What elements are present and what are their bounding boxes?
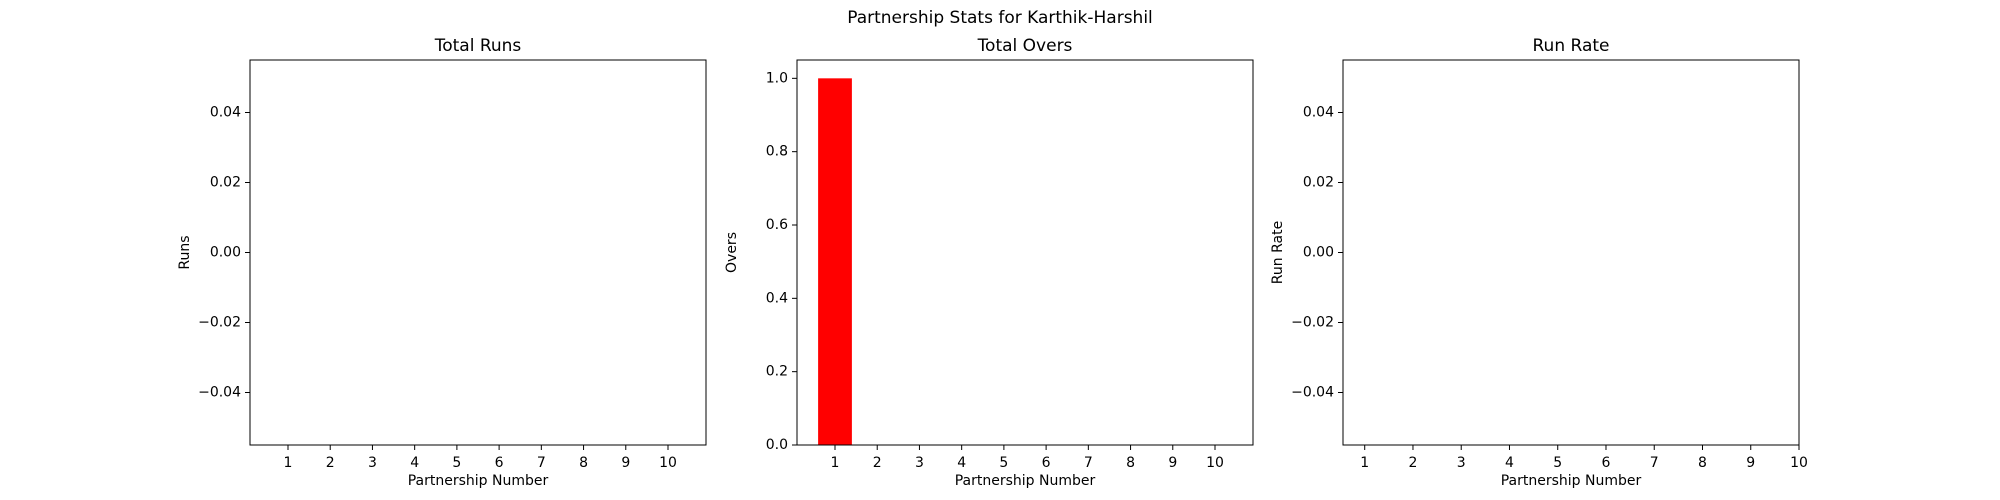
x-axis-label: Partnership Number — [955, 473, 1096, 489]
y-tick-label: 1.0 — [766, 70, 788, 86]
axes-frame — [1342, 59, 1800, 446]
x-tick-label: 10 — [1206, 455, 1224, 471]
x-tick-label: 7 — [1084, 455, 1093, 471]
axes-frame — [249, 59, 707, 446]
bar — [818, 78, 852, 445]
x-tick-label: 5 — [999, 455, 1008, 471]
x-tick-label: 1 — [831, 455, 840, 471]
x-tick-label: 7 — [537, 455, 546, 471]
x-tick-label: 6 — [1602, 455, 1611, 471]
y-tick-label: 0.02 — [1303, 175, 1334, 191]
x-tick-label: 9 — [1746, 455, 1755, 471]
x-tick-label: 4 — [957, 455, 966, 471]
y-axis-label: Run Rate — [1270, 221, 1286, 284]
y-tick-label: 0.6 — [766, 217, 788, 233]
x-tick-label: 7 — [1650, 455, 1659, 471]
x-tick-label: 2 — [873, 455, 882, 471]
x-tick-label: 4 — [1505, 455, 1514, 471]
y-axis-label: Runs — [177, 235, 193, 269]
x-tick-label: 8 — [579, 455, 588, 471]
y-tick-label: 0.4 — [766, 290, 788, 306]
x-tick-label: 4 — [410, 455, 419, 471]
x-tick-label: 10 — [659, 455, 677, 471]
y-tick-label: 0.04 — [210, 105, 241, 121]
y-tick-label: −0.02 — [198, 315, 241, 331]
y-tick-label: −0.04 — [198, 385, 241, 401]
x-tick-label: 6 — [495, 455, 504, 471]
x-tick-label: 8 — [1698, 455, 1707, 471]
y-axis-label: Overs — [724, 232, 740, 273]
x-tick-label: 9 — [1168, 455, 1177, 471]
x-tick-label: 3 — [1457, 455, 1466, 471]
axes-frame — [796, 59, 1254, 446]
x-tick-label: 5 — [1553, 455, 1562, 471]
x-tick-label: 1 — [1360, 455, 1369, 471]
y-tick-label: 0.00 — [1303, 245, 1334, 261]
y-tick-label: 0.2 — [766, 364, 788, 380]
x-tick-label: 9 — [621, 455, 630, 471]
x-tick-label: 2 — [1409, 455, 1418, 471]
y-tick-label: 0.0 — [766, 437, 788, 453]
y-tick-label: −0.04 — [1291, 385, 1334, 401]
x-tick-label: 5 — [452, 455, 461, 471]
axes-title: Total Runs — [434, 36, 522, 56]
y-tick-label: −0.02 — [1291, 315, 1334, 331]
y-tick-label: 0.02 — [210, 175, 241, 191]
figure-title: Partnership Stats for Karthik-Harshil — [847, 8, 1153, 28]
x-tick-label: 8 — [1126, 455, 1135, 471]
x-axis-label: Partnership Number — [1501, 473, 1642, 489]
x-tick-label: 6 — [1042, 455, 1051, 471]
y-tick-label: 0.8 — [766, 144, 788, 160]
x-tick-label: 1 — [284, 455, 293, 471]
x-tick-label: 3 — [368, 455, 377, 471]
x-tick-label: 3 — [915, 455, 924, 471]
x-tick-label: 2 — [326, 455, 335, 471]
x-axis-label: Partnership Number — [408, 473, 549, 489]
x-tick-label: 10 — [1790, 455, 1808, 471]
y-tick-label: 0.00 — [210, 245, 241, 261]
axes-title: Total Overs — [977, 36, 1073, 56]
axes-title: Run Rate — [1533, 36, 1610, 56]
y-tick-label: 0.04 — [1303, 105, 1334, 121]
